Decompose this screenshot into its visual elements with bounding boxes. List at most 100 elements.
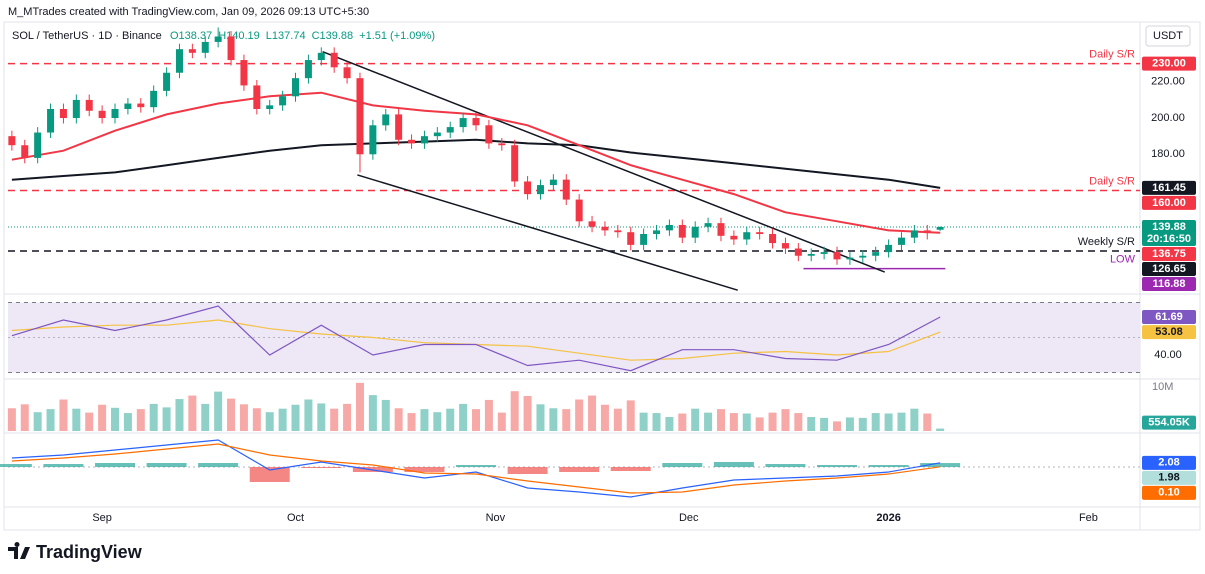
candle-body (343, 67, 351, 79)
candle-body (188, 49, 196, 53)
volume-bar (162, 407, 171, 431)
candle-body (420, 136, 428, 144)
price-badge (1142, 180, 1196, 195)
volume-bar (755, 417, 764, 431)
candle-body (266, 105, 274, 109)
attribution: M_MTrades created with TradingView.com, … (8, 6, 369, 18)
badge-label: 116.88 (1152, 278, 1185, 290)
currency-box (1145, 25, 1191, 47)
candle-body (653, 230, 661, 235)
symbol: SOL / TetherUS · 1D · Binance (12, 30, 162, 42)
candle-body (665, 224, 673, 231)
volume-bar (858, 417, 867, 431)
badge-label: 161.45 (1152, 182, 1186, 194)
volume-bar (111, 407, 120, 431)
macd-histogram (920, 463, 961, 467)
volume-bar (188, 395, 197, 431)
candle-body (446, 127, 454, 133)
x-tick-label: Sep (92, 512, 112, 524)
badge-label: 61.69 (1155, 311, 1183, 323)
volume-bar (704, 412, 713, 431)
volume-bar (652, 413, 661, 431)
volume-bar (239, 404, 248, 431)
macd-histogram (146, 463, 187, 467)
volume-bar (820, 417, 829, 431)
volume-bar (291, 404, 300, 431)
volume-bar (639, 412, 648, 431)
rsi-line (11, 305, 941, 372)
candle-body (910, 230, 918, 238)
candle-body (833, 252, 841, 260)
volume-bar (845, 417, 854, 431)
candle-body (382, 114, 390, 126)
candle-body (807, 253, 815, 256)
candle-body (549, 179, 557, 186)
level-text: LOW (1110, 254, 1136, 266)
price-badge (1142, 219, 1196, 246)
macd-histogram (662, 463, 703, 467)
volume-bar (136, 409, 145, 431)
candle-body (678, 224, 686, 238)
trend-line (357, 174, 738, 291)
volume-bar (252, 408, 261, 431)
volume-bar (330, 408, 339, 431)
candle-body (614, 230, 622, 233)
moving-average (11, 138, 941, 189)
candle-body (717, 223, 725, 236)
candle-body (859, 255, 867, 258)
price-badge (1142, 455, 1196, 470)
x-tick-label: Feb (1079, 512, 1098, 524)
price-badge (1142, 195, 1196, 210)
y-tick-label: 40.00 (1154, 349, 1182, 361)
candle-body (433, 132, 441, 137)
macd-histogram (404, 467, 445, 472)
volume-bar (729, 413, 738, 431)
trend-line (322, 51, 885, 273)
volume-bar (472, 409, 481, 431)
candle-body (214, 36, 222, 42)
candle-body (794, 248, 802, 256)
candle-body (227, 36, 235, 61)
volume-bar (497, 412, 506, 431)
badge-label: 554.05K (1148, 416, 1190, 428)
volume-bar (575, 399, 584, 431)
candle-body (34, 132, 42, 158)
candle-body (369, 125, 377, 155)
volume-bar (510, 391, 519, 431)
candle-body (575, 199, 583, 222)
candle-body (885, 244, 893, 253)
macd-histogram (868, 465, 909, 467)
price-badge (1142, 261, 1196, 276)
ohlc-value: +1.51 (+1.09%) (359, 30, 435, 42)
volume-bar (98, 404, 107, 431)
volume-bar (59, 399, 68, 431)
macd-histogram (43, 464, 84, 467)
badge-label: 53.08 (1155, 326, 1183, 338)
candle-body (47, 108, 55, 133)
candle-body (524, 181, 532, 195)
volume-bar (433, 412, 442, 431)
candle-body (872, 252, 880, 256)
candle-body (85, 99, 93, 111)
candle-body (627, 232, 635, 245)
brand-logo (8, 542, 30, 559)
candle-body (704, 223, 712, 227)
volume-bar (7, 408, 16, 431)
volume-bar (884, 413, 893, 431)
price-badge (1142, 310, 1196, 325)
candle-body (588, 221, 596, 227)
volume-bar (381, 399, 390, 431)
volume-bar (871, 413, 880, 431)
volume-bar (123, 413, 132, 431)
level-text: Daily S/R (1089, 175, 1135, 187)
candle-body (8, 136, 16, 146)
volume-bar (536, 404, 545, 431)
price-badge (1142, 276, 1196, 291)
ohlc-value: H140.19 (218, 30, 260, 42)
candle-body (923, 230, 931, 234)
volume-bar (355, 382, 364, 431)
candle-body (98, 110, 106, 119)
volume-bar (678, 413, 687, 431)
volume-bar (910, 408, 919, 431)
candle-body (124, 103, 132, 109)
